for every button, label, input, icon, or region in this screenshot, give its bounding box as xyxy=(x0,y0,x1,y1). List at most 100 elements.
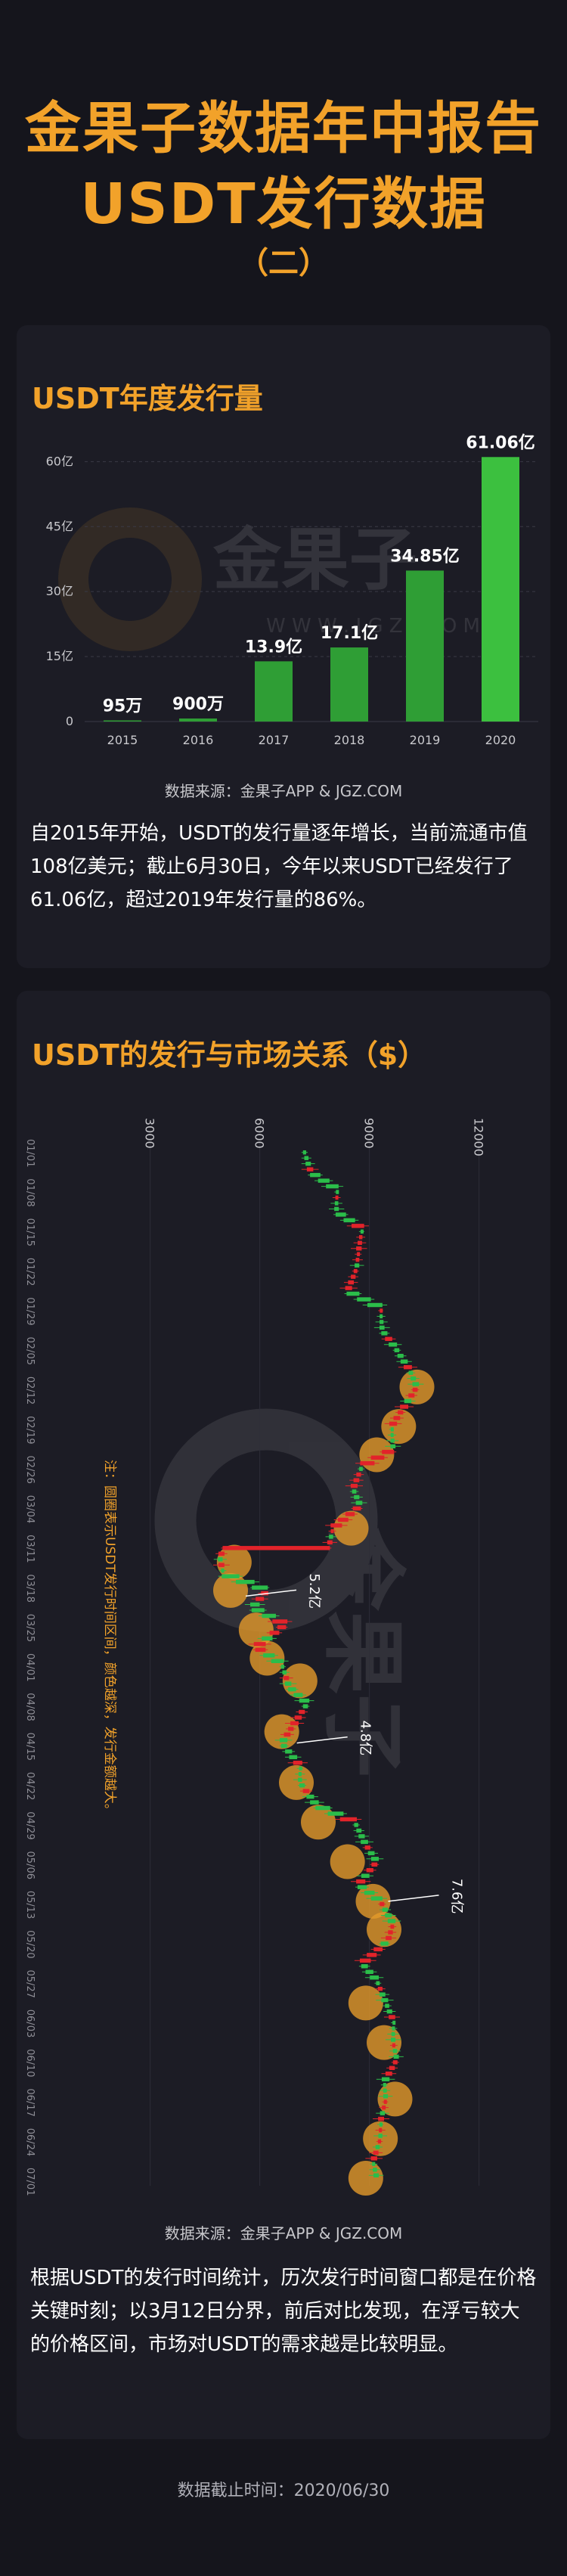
date-tick-label: 01/29 xyxy=(24,1297,36,1325)
candle xyxy=(249,1602,260,1607)
x-tick-label: 2016 xyxy=(183,733,214,747)
candle xyxy=(385,1913,392,1918)
candle xyxy=(380,1901,385,1907)
candle xyxy=(389,2065,395,2071)
candle xyxy=(326,1184,339,1189)
candle xyxy=(357,1252,361,1256)
candle xyxy=(360,1229,364,1234)
annotation-leader xyxy=(296,1736,348,1744)
y-tick-label: 30亿 xyxy=(46,584,73,598)
candle xyxy=(390,1432,394,1438)
candle xyxy=(393,1416,401,1420)
candle xyxy=(372,2162,376,2167)
candle xyxy=(359,1466,363,1471)
chart-note: 注：圆圈表示USDT发行时间区间，颜色越深，发行金额越大。 xyxy=(102,1460,117,1817)
candle xyxy=(404,1398,412,1404)
candle xyxy=(380,1941,389,1946)
candle xyxy=(299,1766,302,1771)
candle xyxy=(330,1523,342,1528)
chart2-source: 数据来源：金果子APP & JGZ.COM xyxy=(164,2224,403,2242)
candle xyxy=(356,1472,361,1477)
candle xyxy=(387,1919,396,1923)
candle xyxy=(253,1642,266,1646)
candle xyxy=(385,2072,392,2076)
candle xyxy=(358,1240,362,1246)
candle xyxy=(293,1761,302,1765)
candle xyxy=(365,1969,373,1974)
candle xyxy=(380,1314,383,1319)
date-tick-label: 02/19 xyxy=(24,1416,36,1444)
watermark-text: 金果子 xyxy=(314,1527,411,1777)
date-tick-label: 05/20 xyxy=(24,1930,36,1958)
y-tick-label: 0 xyxy=(66,714,73,728)
candle xyxy=(327,1811,344,1816)
candle xyxy=(354,1494,360,1500)
candle xyxy=(361,1964,368,1969)
watermark-logo: 金果子 W W W . J G Z . C O M xyxy=(58,507,480,651)
candle xyxy=(400,1404,409,1409)
candle xyxy=(370,1857,380,1861)
candle xyxy=(367,1953,377,1957)
date-tick-label: 03/04 xyxy=(24,1495,36,1523)
candle xyxy=(294,1715,302,1720)
candle xyxy=(388,1930,393,1935)
candle xyxy=(335,1212,346,1217)
candle xyxy=(339,1817,358,1822)
chart1-source: 数据来源：金果子APP & JGZ.COM xyxy=(164,782,403,800)
candle xyxy=(310,1800,319,1805)
candle xyxy=(366,1868,373,1873)
candle xyxy=(378,2116,385,2121)
candle xyxy=(360,1460,375,1466)
candle xyxy=(235,1579,255,1584)
candle xyxy=(367,1851,375,1856)
candle xyxy=(390,1924,395,1929)
candle xyxy=(361,1873,370,1878)
candle xyxy=(411,1376,417,1381)
bar-data-label: 13.9亿 xyxy=(245,638,302,656)
candle xyxy=(367,1302,383,1308)
candle xyxy=(284,1675,290,1681)
candle xyxy=(408,1370,414,1375)
annotation-leader xyxy=(388,1895,439,1902)
candle xyxy=(392,2049,398,2053)
candle xyxy=(352,1489,357,1494)
candle xyxy=(293,1693,303,1697)
candle xyxy=(336,1190,339,1194)
candle xyxy=(357,1885,367,1889)
bar-2015 xyxy=(104,720,141,722)
x-tick-label: 2015 xyxy=(107,733,138,747)
market-relation-title: USDT的发行与市场关系（$） xyxy=(32,1038,427,1072)
candle xyxy=(379,2122,383,2127)
date-tick-label: 02/05 xyxy=(24,1337,36,1365)
price-tick-label: 6000 xyxy=(253,1118,267,1149)
candle xyxy=(364,1845,370,1850)
date-tick-label: 01/01 xyxy=(24,1139,36,1167)
candle xyxy=(412,1382,420,1386)
candle xyxy=(356,1828,362,1833)
candle xyxy=(382,1907,389,1912)
candle xyxy=(355,1501,363,1505)
candle xyxy=(389,1421,398,1426)
candle xyxy=(353,1478,360,1482)
date-tick-label: 03/18 xyxy=(24,1574,36,1602)
x-tick-label: 2017 xyxy=(259,733,290,747)
date-tick-label: 03/25 xyxy=(24,1614,36,1642)
candle xyxy=(373,2150,379,2155)
candle xyxy=(358,1235,363,1240)
candle xyxy=(310,1172,321,1178)
issuance-circle xyxy=(330,1844,365,1879)
candle xyxy=(381,1997,389,2003)
date-tick-label: 01/22 xyxy=(24,1258,36,1286)
issuance-circle xyxy=(348,2161,383,2196)
issuance-circle xyxy=(359,1437,395,1473)
candle xyxy=(381,2077,390,2081)
issuance-annotation: 5.2亿 xyxy=(306,1573,322,1609)
market-relation-card: USDT的发行与市场关系（$） 金果子 3000 6000 9000 12000 01/0… xyxy=(17,991,550,2439)
data-cutoff-date: 数据截止时间：2020/06/30 xyxy=(177,2481,390,2500)
bar-2018 xyxy=(330,647,368,722)
candle xyxy=(302,1150,306,1155)
candle xyxy=(364,1890,375,1895)
candle xyxy=(271,1659,284,1663)
candle xyxy=(280,1743,287,1749)
candle xyxy=(390,1439,395,1443)
